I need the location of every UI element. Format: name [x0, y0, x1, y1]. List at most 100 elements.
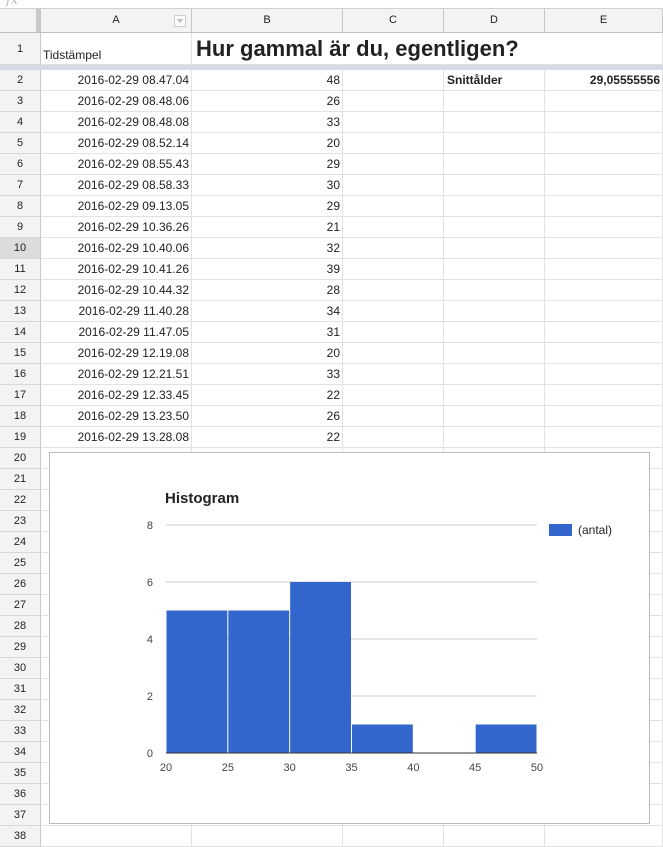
header-cell-timestamp[interactable]: Tidstämpel	[41, 33, 192, 65]
row-number[interactable]: 33	[0, 721, 41, 742]
cell-b[interactable]	[192, 826, 343, 847]
column-header-c[interactable]: C	[343, 9, 444, 32]
cell-c[interactable]	[343, 112, 444, 133]
cell-e[interactable]	[545, 154, 663, 175]
cell-d[interactable]	[444, 217, 545, 238]
age-cell[interactable]: 32	[192, 238, 343, 259]
age-cell[interactable]: 31	[192, 322, 343, 343]
timestamp-cell[interactable]: 2016-02-29 11.40.28	[41, 301, 192, 322]
cell-d[interactable]	[444, 406, 545, 427]
average-age-label[interactable]: Snittålder	[444, 70, 545, 91]
column-header-b[interactable]: B	[192, 9, 343, 32]
age-cell[interactable]: 26	[192, 91, 343, 112]
timestamp-cell[interactable]: 2016-02-29 10.41.26	[41, 259, 192, 280]
cell-e[interactable]	[545, 112, 663, 133]
average-age-value[interactable]: 29,05555556	[545, 70, 663, 91]
age-cell[interactable]: 48	[192, 70, 343, 91]
row-number[interactable]: 11	[0, 259, 41, 280]
row-number[interactable]: 5	[0, 133, 41, 154]
cell-c[interactable]	[343, 343, 444, 364]
cell-e[interactable]	[545, 385, 663, 406]
age-cell[interactable]: 20	[192, 133, 343, 154]
row-number[interactable]: 3	[0, 91, 41, 112]
row-number[interactable]: 20	[0, 448, 41, 469]
cell-c[interactable]	[343, 280, 444, 301]
row-number[interactable]: 7	[0, 175, 41, 196]
select-all-corner[interactable]	[0, 9, 41, 32]
filter-dropdown-icon[interactable]	[174, 15, 186, 27]
cell-e[interactable]	[545, 259, 663, 280]
cell-d[interactable]	[444, 322, 545, 343]
cell-d[interactable]	[444, 385, 545, 406]
cell-c[interactable]	[343, 427, 444, 448]
cell-e[interactable]	[545, 33, 663, 65]
cell-e[interactable]	[545, 406, 663, 427]
age-cell[interactable]: 28	[192, 280, 343, 301]
cell-d[interactable]	[444, 259, 545, 280]
histogram-chart[interactable]: Histogram 0 2 4 6 8 20 25 30 35 40 45 50 (antal)	[49, 452, 650, 824]
age-cell[interactable]: 29	[192, 196, 343, 217]
cell-d[interactable]	[444, 175, 545, 196]
timestamp-cell[interactable]: 2016-02-29 08.58.33	[41, 175, 192, 196]
row-number[interactable]: 25	[0, 553, 41, 574]
age-cell[interactable]: 22	[192, 427, 343, 448]
row-number[interactable]: 21	[0, 469, 41, 490]
row-number[interactable]: 28	[0, 616, 41, 637]
timestamp-cell[interactable]: 2016-02-29 10.36.26	[41, 217, 192, 238]
cell-c[interactable]	[343, 154, 444, 175]
row-number[interactable]: 31	[0, 679, 41, 700]
row-number[interactable]: 29	[0, 637, 41, 658]
row-number[interactable]: 30	[0, 658, 41, 679]
cell-c[interactable]	[343, 259, 444, 280]
row-number[interactable]: 23	[0, 511, 41, 532]
timestamp-cell[interactable]: 2016-02-29 13.28.08	[41, 427, 192, 448]
cell-d[interactable]	[444, 343, 545, 364]
age-cell[interactable]: 26	[192, 406, 343, 427]
timestamp-cell[interactable]: 2016-02-29 10.44.32	[41, 280, 192, 301]
cell-d[interactable]	[444, 826, 545, 847]
age-cell[interactable]: 33	[192, 364, 343, 385]
age-cell[interactable]: 39	[192, 259, 343, 280]
timestamp-cell[interactable]: 2016-02-29 08.55.43	[41, 154, 192, 175]
cell-c[interactable]	[343, 196, 444, 217]
timestamp-cell[interactable]: 2016-02-29 08.52.14	[41, 133, 192, 154]
cell-c[interactable]	[343, 385, 444, 406]
cell-c[interactable]	[343, 826, 444, 847]
row-number[interactable]: 27	[0, 595, 41, 616]
cell-c[interactable]	[343, 175, 444, 196]
timestamp-cell[interactable]: 2016-02-29 13.23.50	[41, 406, 192, 427]
age-cell[interactable]: 30	[192, 175, 343, 196]
row-number[interactable]: 36	[0, 784, 41, 805]
age-cell[interactable]: 34	[192, 301, 343, 322]
sheet-title[interactable]: Hur gammal är du, egentligen?	[192, 33, 545, 65]
cell-e[interactable]	[545, 175, 663, 196]
cell-c[interactable]	[343, 406, 444, 427]
row-number[interactable]: 35	[0, 763, 41, 784]
cell-e[interactable]	[545, 826, 663, 847]
timestamp-cell[interactable]: 2016-02-29 12.21.51	[41, 364, 192, 385]
row-number[interactable]: 14	[0, 322, 41, 343]
age-cell[interactable]: 20	[192, 343, 343, 364]
cell-d[interactable]	[444, 427, 545, 448]
row-number[interactable]: 17	[0, 385, 41, 406]
cell-e[interactable]	[545, 238, 663, 259]
cell-e[interactable]	[545, 91, 663, 112]
cell-d[interactable]	[444, 112, 545, 133]
cell-c[interactable]	[343, 70, 444, 91]
row-number[interactable]: 9	[0, 217, 41, 238]
timestamp-cell[interactable]: 2016-02-29 08.48.08	[41, 112, 192, 133]
row-number[interactable]: 22	[0, 490, 41, 511]
timestamp-cell[interactable]: 2016-02-29 12.33.45	[41, 385, 192, 406]
cell-e[interactable]	[545, 133, 663, 154]
row-number[interactable]: 4	[0, 112, 41, 133]
cell-e[interactable]	[545, 364, 663, 385]
row-number[interactable]: 24	[0, 532, 41, 553]
row-number[interactable]: 19	[0, 427, 41, 448]
row-number[interactable]: 16	[0, 364, 41, 385]
cell-e[interactable]	[545, 322, 663, 343]
cell-c[interactable]	[343, 301, 444, 322]
row-number[interactable]: 2	[0, 70, 41, 91]
column-header-d[interactable]: D	[444, 9, 545, 32]
age-cell[interactable]: 29	[192, 154, 343, 175]
row-number[interactable]: 6	[0, 154, 41, 175]
